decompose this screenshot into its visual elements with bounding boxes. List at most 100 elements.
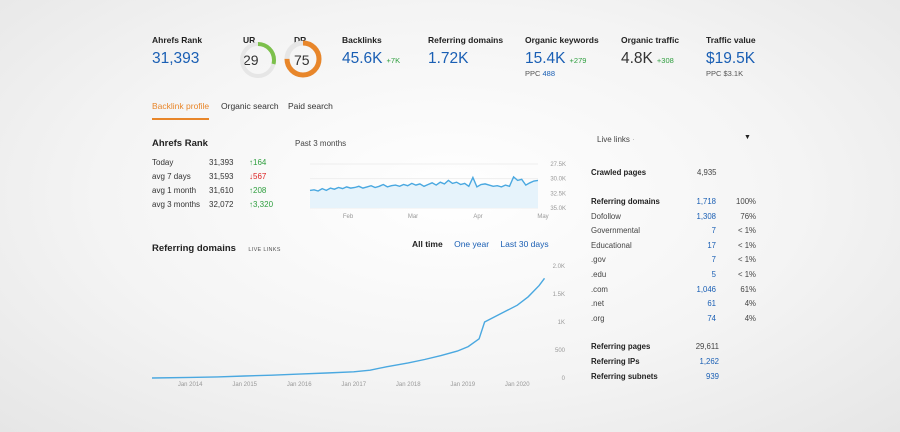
stats-row-label: Dofollow (591, 211, 621, 221)
metric-sub: PPC $3.1K (706, 69, 744, 78)
metric-value: $19.5K (706, 50, 756, 67)
rank-x-tick: May (537, 214, 548, 220)
metric-dr: DR (294, 35, 306, 45)
stats-row-pct: 4% (744, 313, 756, 323)
ref-x-tick: Jan 2019 (450, 382, 475, 388)
rank-row-change: ↑164 (249, 158, 267, 167)
stats-row-value[interactable]: 7 (711, 255, 716, 265)
ref-y-tick: 0 (562, 376, 566, 382)
ref-x-tick: Jan 2020 (505, 382, 530, 388)
rank-row-label: avg 1 month (152, 186, 197, 195)
metric-value: 29 (243, 52, 259, 68)
metric-value: 1.72K (428, 50, 469, 67)
stats-row-pct: 100% (736, 197, 756, 206)
live-links-badge: LIVE LINKS (248, 247, 281, 253)
rank-row-label: avg 3 months (152, 200, 201, 209)
metric-label: UR (243, 35, 256, 45)
stats-row-value[interactable]: 17 (707, 240, 716, 250)
stats-row-value[interactable]: 74 (707, 313, 716, 323)
metric-delta: +7K (386, 56, 401, 65)
metric-label: Organic keywords (525, 35, 599, 45)
ref-x-tick: Jan 2017 (341, 382, 366, 388)
metric-ahrefs-rank: Ahrefs Rank 31,393 (152, 35, 202, 68)
referring-subnets-label: Referring subnets (591, 372, 658, 381)
rank-y-tick: 35.0K (550, 206, 566, 212)
metric-label: Traffic value (706, 35, 756, 45)
tab-backlink-profile[interactable]: Backlink profile (152, 101, 210, 111)
rank-row-change: ↑3,320 (249, 200, 274, 209)
ref-domains-header: Referring domains LIVE LINKS (152, 238, 281, 256)
rank-row-change: ↑208 (249, 186, 267, 195)
chevron-down-icon[interactable]: ▼ (744, 134, 751, 141)
metric-value: 45.6K (342, 50, 383, 67)
stats-row-label: .edu (591, 270, 607, 279)
rank-row-value: 32,072 (209, 200, 234, 209)
ref-y-tick: 2.0K (553, 264, 565, 270)
ref-x-tick: Jan 2018 (396, 382, 421, 388)
rank-y-tick: 27.5K (550, 162, 566, 168)
rank-y-tick: 32.5K (550, 191, 566, 197)
rank-area (310, 176, 538, 208)
ref-series-line (151, 277, 546, 379)
stats-row-pct: < 1% (738, 226, 756, 236)
metric-delta: +308 (656, 56, 674, 65)
referring-ips-label: Referring IPs (591, 357, 640, 366)
metric-value: 15.4K (525, 50, 566, 67)
metric-label: Organic traffic (621, 35, 680, 45)
stats-row-value[interactable]: 7 (711, 226, 716, 236)
stats-row-label: .com (591, 284, 608, 294)
stats-row-pct: < 1% (738, 240, 756, 250)
stats-row-pct: < 1% (738, 270, 756, 279)
stats-row-label: Educational (591, 240, 632, 250)
filter-last-30-days[interactable]: Last 30 days (500, 239, 549, 249)
live-links-dropdown[interactable]: Live links · (597, 135, 635, 144)
stats-row-label: .net (591, 299, 605, 309)
ref-x-tick: Jan 2014 (178, 382, 203, 388)
rank-row-value: 31,610 (209, 186, 234, 195)
dropdown-label: Live links (597, 135, 630, 144)
rank-row-label: Today (152, 158, 174, 167)
stats-row-label: Governmental (591, 226, 640, 236)
rank-title: Ahrefs Rank (152, 138, 208, 149)
metric-delta: +279 (569, 56, 587, 65)
stats-row-value[interactable]: 61 (707, 299, 716, 309)
metric-traffic-value: Traffic value $19.5K PPC $3.1K (706, 35, 756, 78)
metric-organic-keywords: Organic keywords 15.4K +279 PPC 488 (525, 35, 599, 78)
rank-row-value: 31,593 (209, 172, 234, 181)
filter-all-time[interactable]: All time (412, 239, 443, 249)
stats-row-label: .org (591, 313, 605, 323)
stats-table: Referring domains 1,718 100% Dofollow 1,… (591, 197, 756, 327)
stats-row-value[interactable]: 5 (711, 270, 716, 279)
ref-x-tick: Jan 2015 (232, 382, 257, 388)
stats-row-pct: < 1% (738, 255, 756, 265)
stats-row-pct: 76% (740, 211, 756, 221)
tab-paid-search[interactable]: Paid search (288, 101, 333, 111)
stats-row-value[interactable]: 1,308 (696, 211, 716, 221)
ur-gauge-arc (240, 42, 276, 78)
stats-row-value[interactable]: 1,046 (696, 284, 716, 294)
stats-row-value[interactable]: 1,718 (696, 197, 716, 206)
ref-x-tick: Jan 2016 (287, 382, 312, 388)
rank-x-tick: Mar (408, 214, 418, 220)
metric-label: DR (294, 35, 307, 45)
metric-organic-traffic: Organic traffic 4.8K +308 (621, 35, 679, 68)
ur-gauge (240, 42, 276, 78)
referring-pages-label: Referring pages (591, 342, 651, 351)
rank-row-label: avg 7 days (152, 172, 191, 181)
metric-label: Backlinks (342, 35, 382, 45)
tab-organic-search[interactable]: Organic search (221, 101, 279, 111)
referring-ips-value[interactable]: 1,262 (699, 357, 719, 366)
filter-one-year[interactable]: One year (454, 239, 490, 249)
stats-row-pct: 61% (740, 284, 756, 294)
ref-y-tick: 1.5K (553, 292, 565, 298)
ppc-value[interactable]: 488 (542, 69, 556, 78)
rank-series-line (309, 175, 539, 192)
rank-chart: 27.5K 30.0K 32.5K 35.0K Feb Mar Apr May (309, 162, 566, 220)
metric-label: Referring domains (428, 35, 504, 45)
referring-subnets-value[interactable]: 939 (705, 372, 719, 381)
ref-y-tick: 500 (555, 348, 566, 354)
stats-row-pct: 4% (744, 299, 756, 309)
crawled-pages-label: Crawled pages (591, 168, 647, 177)
active-tab-underline (152, 118, 209, 120)
referring-pages-value: 29,611 (695, 342, 719, 351)
